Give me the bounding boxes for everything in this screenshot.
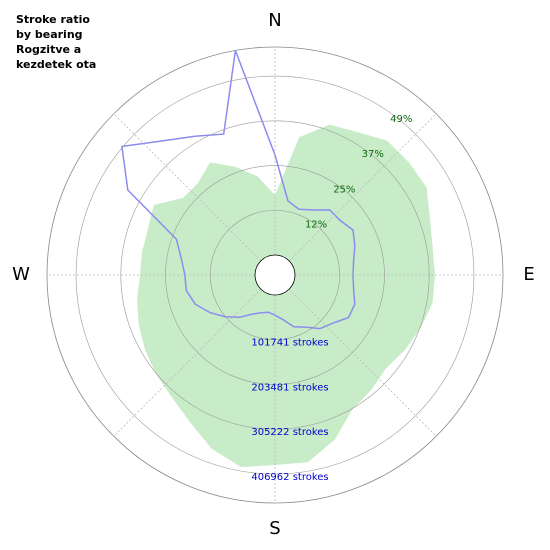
stroke-area bbox=[137, 124, 435, 468]
grid-ring bbox=[120, 120, 430, 430]
grid-ring bbox=[209, 209, 341, 341]
y-tick-label: 406962 strokes bbox=[251, 472, 328, 483]
center-hole bbox=[254, 254, 296, 296]
y-tick-label: 203481 strokes bbox=[251, 382, 328, 393]
y-tick-label: 305222 strokes bbox=[251, 427, 328, 438]
x-tick-label: W bbox=[12, 264, 30, 285]
chart-title: by bearing bbox=[16, 28, 83, 41]
angular-grid bbox=[113, 288, 262, 437]
y2-tick-label: 49% bbox=[390, 114, 412, 125]
x-tick-label: N bbox=[268, 10, 281, 31]
x-tick-label: S bbox=[269, 518, 280, 539]
y2-tick-label: 12% bbox=[305, 219, 327, 230]
grid-ring bbox=[75, 75, 475, 475]
angular-grid bbox=[288, 113, 437, 262]
chart-title: kezdetek ota bbox=[16, 58, 96, 71]
angular-grid bbox=[113, 113, 262, 262]
angular-grid bbox=[288, 288, 437, 437]
y2-tick-label: 25% bbox=[333, 184, 355, 195]
y-tick-label: 101741 strokes bbox=[251, 338, 328, 349]
x-tick-label: E bbox=[523, 264, 534, 285]
chart-title: Stroke ratio bbox=[16, 13, 90, 26]
chart-title: Rogzitve a bbox=[16, 43, 81, 56]
grid-ring bbox=[165, 165, 385, 385]
y2-tick-label: 37% bbox=[362, 149, 384, 160]
outer-ring bbox=[46, 46, 504, 504]
